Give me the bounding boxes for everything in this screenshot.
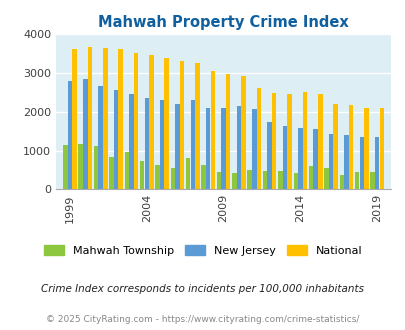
Bar: [379, 108, 383, 189]
Bar: [236, 106, 241, 189]
Bar: [109, 157, 113, 189]
Text: Crime Index corresponds to incidents per 100,000 inhabitants: Crime Index corresponds to incidents per…: [41, 284, 364, 294]
Bar: [98, 86, 102, 189]
Text: © 2025 CityRating.com - https://www.cityrating.com/crime-statistics/: © 2025 CityRating.com - https://www.city…: [46, 315, 359, 324]
Bar: [87, 47, 92, 189]
Bar: [170, 168, 175, 189]
Bar: [195, 63, 199, 189]
Bar: [247, 170, 251, 189]
Bar: [328, 134, 333, 189]
Bar: [68, 82, 72, 189]
Bar: [277, 171, 282, 189]
Bar: [216, 172, 221, 189]
Bar: [317, 94, 322, 189]
Bar: [63, 146, 67, 189]
Bar: [297, 128, 302, 189]
Bar: [313, 129, 317, 189]
Bar: [133, 52, 138, 189]
Bar: [232, 173, 236, 189]
Bar: [363, 108, 368, 189]
Bar: [155, 165, 159, 189]
Title: Mahwah Property Crime Index: Mahwah Property Crime Index: [98, 15, 348, 30]
Bar: [201, 165, 205, 189]
Bar: [354, 172, 358, 189]
Bar: [210, 71, 215, 189]
Bar: [333, 104, 337, 189]
Bar: [267, 122, 271, 189]
Bar: [190, 100, 194, 189]
Bar: [293, 173, 297, 189]
Bar: [271, 93, 276, 189]
Bar: [241, 76, 245, 189]
Bar: [359, 137, 363, 189]
Bar: [302, 92, 307, 189]
Bar: [72, 49, 77, 189]
Bar: [339, 175, 343, 189]
Bar: [103, 48, 107, 189]
Bar: [144, 98, 149, 189]
Bar: [348, 106, 352, 189]
Bar: [252, 109, 256, 189]
Bar: [205, 108, 210, 189]
Bar: [225, 74, 230, 189]
Bar: [83, 79, 87, 189]
Bar: [343, 135, 348, 189]
Bar: [324, 168, 328, 189]
Legend: Mahwah Township, New Jersey, National: Mahwah Township, New Jersey, National: [39, 241, 366, 260]
Bar: [185, 158, 190, 189]
Bar: [256, 88, 260, 189]
Bar: [221, 108, 225, 189]
Bar: [262, 171, 266, 189]
Bar: [160, 100, 164, 189]
Bar: [149, 55, 153, 189]
Bar: [118, 50, 123, 189]
Bar: [78, 144, 83, 189]
Bar: [94, 146, 98, 189]
Bar: [113, 90, 118, 189]
Bar: [124, 152, 129, 189]
Bar: [175, 104, 179, 189]
Bar: [374, 137, 379, 189]
Bar: [129, 94, 133, 189]
Bar: [287, 94, 291, 189]
Bar: [282, 126, 286, 189]
Bar: [140, 161, 144, 189]
Bar: [179, 61, 184, 189]
Bar: [164, 58, 168, 189]
Bar: [308, 166, 313, 189]
Bar: [369, 172, 374, 189]
